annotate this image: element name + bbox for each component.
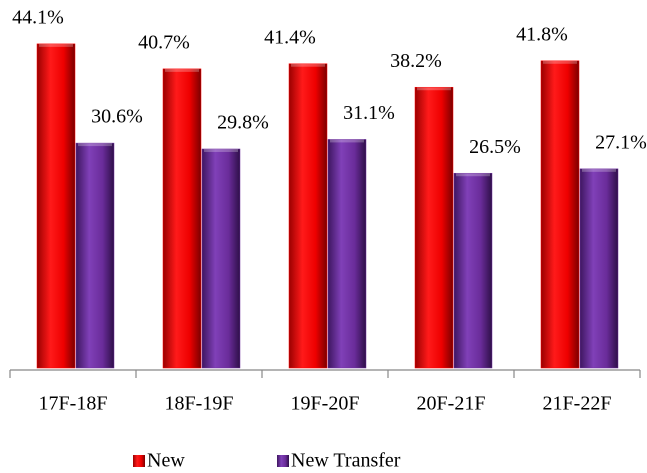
bar [540, 60, 580, 369]
bar-top [417, 87, 451, 91]
bar-top [582, 168, 616, 172]
bar-top [204, 148, 238, 152]
bar-top [165, 68, 199, 72]
bar [162, 68, 202, 369]
legend-label: New [147, 450, 185, 472]
bar-top [456, 173, 490, 177]
bar-top [39, 43, 73, 47]
x-tick-label: 19F-20F [291, 393, 360, 415]
bar [75, 142, 115, 369]
bar-top [78, 143, 112, 147]
x-tick-label: 18F-19F [165, 393, 234, 415]
bar-top [543, 60, 577, 64]
data-label: 31.1% [343, 102, 395, 124]
bar [201, 148, 241, 369]
data-label: 41.4% [264, 26, 316, 48]
bar-top [291, 63, 325, 67]
legend-label: New Transfer [291, 450, 401, 472]
x-tick-label: 20F-21F [417, 393, 486, 415]
data-label: 40.7% [138, 31, 190, 53]
legend-swatch [277, 455, 289, 467]
bar [579, 168, 619, 369]
data-label: 41.8% [516, 23, 568, 45]
bar-top [330, 139, 364, 143]
x-tick-label: 17F-18F [39, 393, 108, 415]
bar [327, 139, 367, 369]
data-label: 29.8% [217, 112, 269, 134]
x-tick-label: 21F-22F [543, 393, 612, 415]
data-label: 26.5% [469, 136, 521, 158]
bar [453, 172, 493, 369]
data-label: 44.1% [12, 6, 64, 28]
data-label: 30.6% [91, 106, 143, 128]
bar [288, 63, 328, 369]
bar [36, 43, 76, 369]
data-label: 27.1% [595, 131, 647, 153]
bar [414, 86, 454, 369]
data-label: 38.2% [390, 50, 442, 72]
legend-swatch [133, 455, 145, 467]
